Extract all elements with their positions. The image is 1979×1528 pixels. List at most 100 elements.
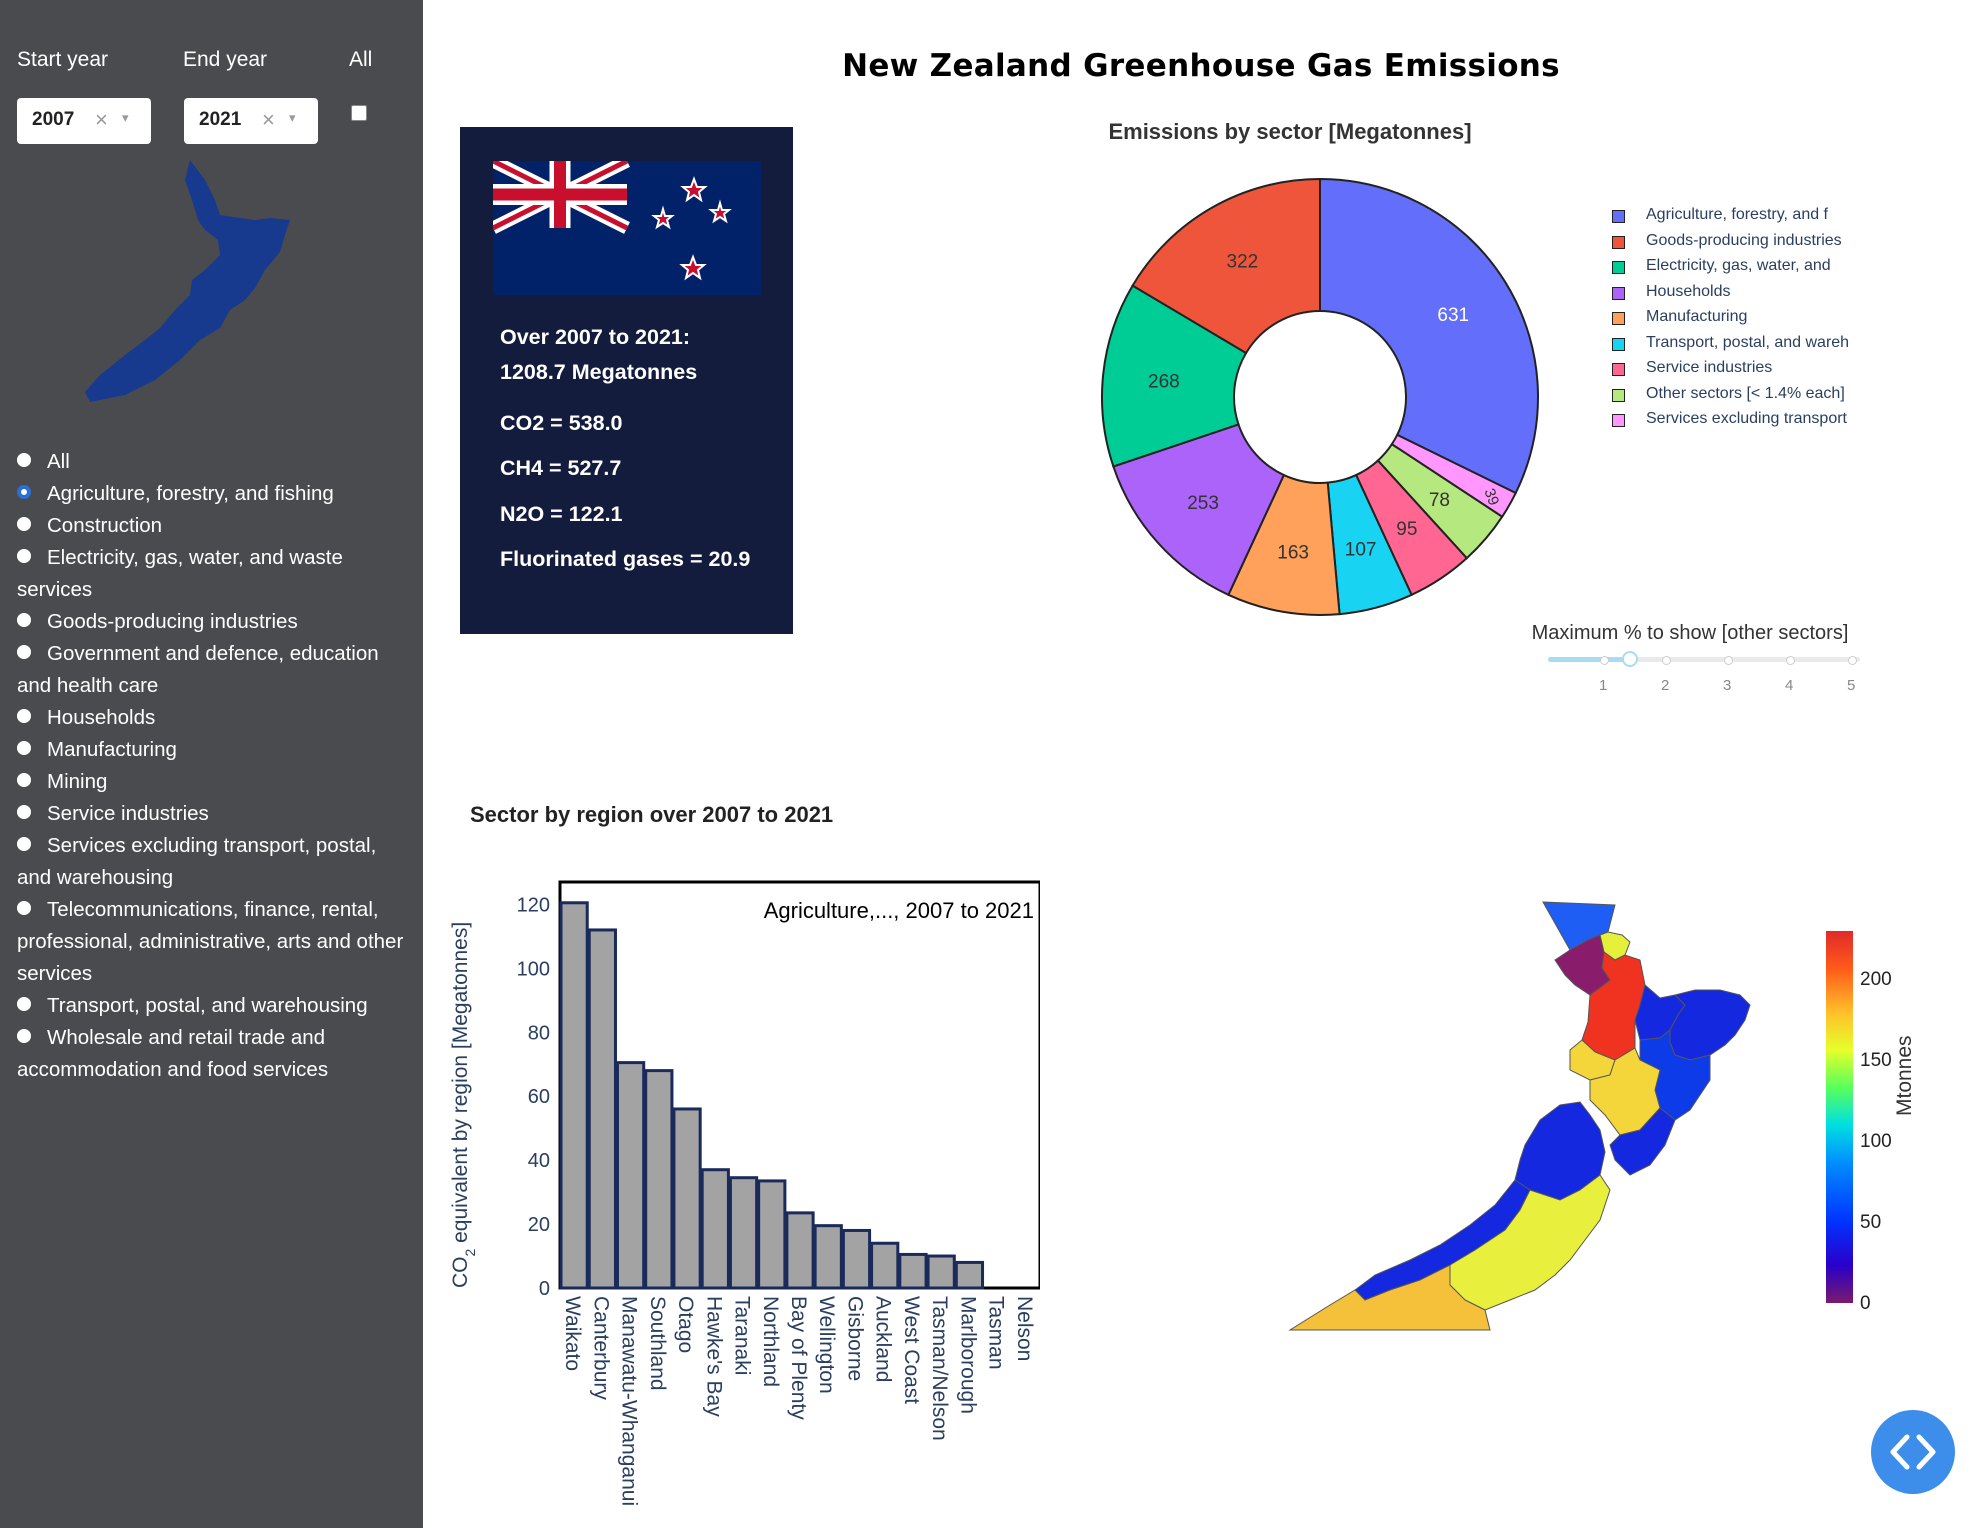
pie-chart-title: Emissions by sector [Megatonnes] (1108, 119, 1472, 144)
bar[interactable] (757, 1179, 787, 1290)
pie-slice[interactable] (1101, 284, 1248, 468)
x-tick-label: Southland (646, 1296, 669, 1391)
map-region-otago-southland[interactable] (1288, 1264, 1491, 1331)
sector-option-government[interactable]: Government and defence, education and he… (17, 638, 407, 702)
bar[interactable] (615, 1061, 646, 1290)
bar[interactable] (785, 1211, 815, 1290)
sector-option-wholesale[interactable]: Wholesale and retail trade and accommoda… (17, 1022, 407, 1086)
colorbar-title: Mtonnes (1893, 1035, 1916, 1116)
sector-option-agriculture[interactable]: Agriculture, forestry, and fishing (17, 478, 407, 510)
start-year-clear-icon[interactable]: × (95, 107, 108, 132)
bar[interactable] (728, 1176, 759, 1290)
slider-dot[interactable] (1786, 656, 1795, 665)
slider-dot[interactable] (1662, 656, 1671, 665)
legend-label: Service industries (1646, 359, 1773, 376)
sector-option-transport[interactable]: Transport, postal, and warehousing (17, 990, 407, 1022)
legend-swatch (1612, 414, 1625, 427)
radio-button[interactable] (17, 709, 31, 723)
x-tick-label: Northland (759, 1296, 782, 1387)
x-tick-label: Hawke's Bay (702, 1296, 725, 1417)
bar[interactable] (898, 1252, 928, 1290)
x-tick-label: Otago (674, 1296, 697, 1353)
radio-button[interactable] (17, 645, 31, 659)
slider-dot[interactable] (1848, 656, 1857, 665)
slider-dot[interactable] (1724, 656, 1733, 665)
end-year-dropdown[interactable]: 2021 × ▾ (184, 98, 318, 144)
end-year-chevron-down-icon[interactable]: ▾ (289, 110, 296, 125)
radio-button[interactable] (17, 741, 31, 755)
legend-swatch (1612, 312, 1625, 325)
radio-button[interactable] (17, 517, 31, 531)
sector-option-electricity[interactable]: Electricity, gas, water, and waste servi… (17, 542, 407, 606)
sector-option-label: Government and defence, education and he… (17, 642, 379, 697)
radio-button[interactable] (17, 805, 31, 819)
map-region-gisborne[interactable] (1669, 989, 1751, 1061)
sector-option-construction[interactable]: Construction (17, 510, 407, 542)
bar[interactable] (870, 1241, 900, 1290)
region-bar-chart[interactable]: 0 20 40 60 80 100 120 Waikato Canterbury Manawatu… (440, 860, 1040, 1528)
end-year-label: End year (183, 48, 268, 71)
code-toggle-button[interactable] (1871, 1410, 1955, 1494)
y-axis-label: CO2 equivalent by region [Megatonnes] (449, 922, 478, 1288)
pie-slice[interactable] (1319, 177, 1539, 495)
x-tick-label: Bay of Plenty (787, 1296, 810, 1420)
sector-option-manufacturing[interactable]: Manufacturing (17, 734, 407, 766)
slider-rail[interactable] (1548, 657, 1860, 662)
sector-option-households[interactable]: Households (17, 702, 407, 734)
sector-option-goods-producing[interactable]: Goods-producing industries (17, 606, 407, 638)
sector-option-label: Services excluding transport, postal, an… (17, 834, 377, 889)
bar[interactable] (813, 1224, 843, 1290)
x-tick-label: Marlborough (956, 1296, 979, 1414)
slider-title: Maximum % to show [other sectors] (1531, 622, 1849, 644)
radio-button[interactable] (17, 997, 31, 1011)
start-year-chevron-down-icon[interactable]: ▾ (122, 110, 129, 125)
legend-swatch (1612, 388, 1625, 402)
radio-button[interactable] (17, 613, 31, 627)
radio-button[interactable] (17, 1029, 31, 1043)
pie-slice[interactable] (1112, 423, 1286, 597)
radio-button[interactable] (17, 901, 31, 915)
bar[interactable] (559, 901, 589, 1290)
map-region-wellington[interactable] (1609, 1107, 1676, 1176)
bar[interactable] (644, 1069, 674, 1290)
pie-slice-label: 268 (1148, 371, 1180, 392)
radio-button[interactable] (17, 453, 31, 467)
legend-swatch (1612, 363, 1625, 376)
radio-button[interactable] (17, 773, 31, 787)
start-year-dropdown[interactable]: 2007 × ▾ (17, 98, 151, 144)
sector-option-telecommunications[interactable]: Telecommunications, finance, rental, pro… (17, 894, 407, 990)
slider-handle[interactable] (1622, 651, 1638, 667)
bar[interactable] (700, 1168, 730, 1290)
bar[interactable] (926, 1254, 956, 1290)
radio-button[interactable] (17, 549, 31, 563)
sector-option-label: Transport, postal, and warehousing (47, 994, 368, 1017)
legend-label: Transport, postal, and wareh (1646, 333, 1850, 351)
sidebar: Start year End year All 2007 × ▾ 2021 × … (0, 0, 423, 1528)
bar[interactable] (587, 928, 617, 1290)
sector-option-mining[interactable]: Mining (17, 766, 407, 798)
radio-button-selected[interactable] (17, 485, 31, 499)
slider-dot[interactable] (1600, 656, 1609, 665)
pie-slice[interactable] (1131, 177, 1321, 355)
radio-button[interactable] (17, 837, 31, 851)
slider-tick-label: 1 (1599, 677, 1608, 694)
all-years-checkbox[interactable] (351, 105, 367, 121)
sector-option-services-excl-transport[interactable]: Services excluding transport, postal, an… (17, 830, 407, 894)
y-tick-label: 20 (528, 1214, 550, 1236)
bar[interactable] (954, 1260, 985, 1290)
sector-option-label: Wholesale and retail trade and accommoda… (17, 1026, 329, 1081)
region-choropleth-map[interactable] (1270, 890, 1810, 1340)
pie-slice-label: 253 (1187, 493, 1219, 514)
bar[interactable] (841, 1228, 872, 1290)
colorbar-tick-label: 100 (1860, 1131, 1892, 1152)
slider-tick-label: 5 (1847, 677, 1856, 694)
y-tick-label: 60 (528, 1086, 550, 1108)
bar[interactable] (672, 1107, 702, 1290)
max-percent-slider[interactable]: 1 2 3 4 5 (1548, 650, 1860, 694)
sector-option-all[interactable]: All (17, 446, 407, 478)
summary-period: Over 2007 to 2021: (500, 325, 691, 349)
sector-option-service-industries[interactable]: Service industries (17, 798, 407, 830)
map-region-canterbury[interactable] (1449, 1174, 1611, 1311)
end-year-clear-icon[interactable]: × (262, 107, 275, 132)
sector-donut-chart[interactable]: 631 39 78 95 107 163 253 268 322 (1095, 172, 1545, 622)
